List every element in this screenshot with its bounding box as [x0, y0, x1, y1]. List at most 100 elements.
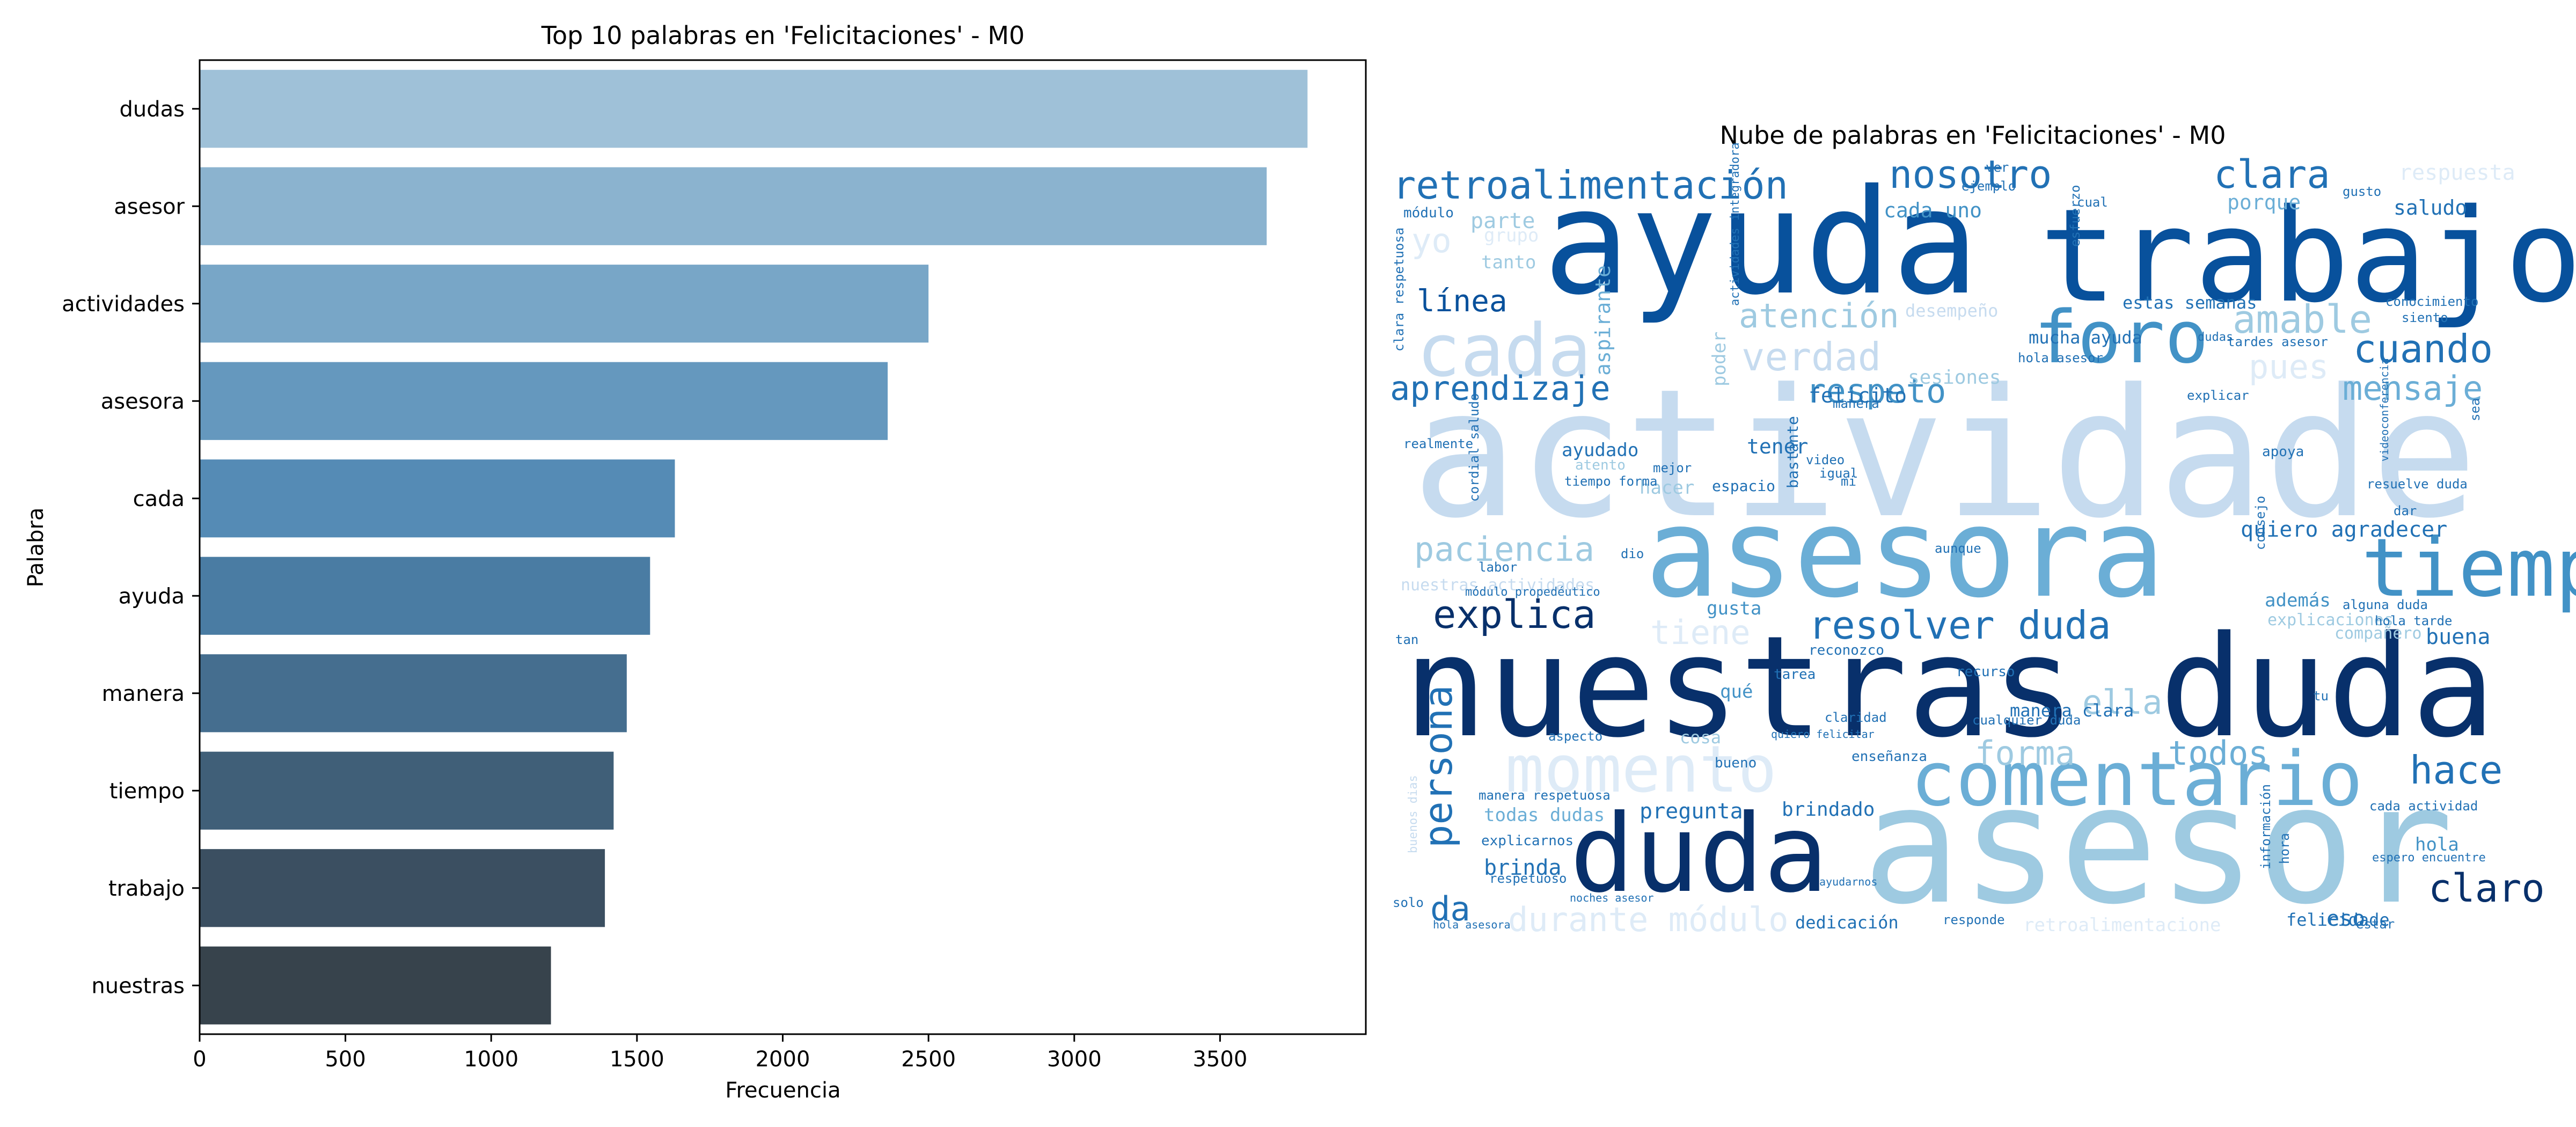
cloud-word: además [2265, 590, 2331, 611]
cloud-word: línea [1417, 284, 1507, 319]
cloud-word: explicaciones [2267, 611, 2394, 630]
cloud-word: porque [2227, 191, 2301, 214]
cloud-word: igual [1819, 466, 1858, 481]
word-cloud: Nube de palabras en 'Felicitaciones' - M… [1390, 121, 2576, 940]
cloud-word: aspirante [1591, 265, 1615, 376]
bars-group [200, 70, 1308, 1024]
cloud-word: respeto [1806, 371, 1946, 411]
cloud-word: saludo [2394, 196, 2467, 219]
cloud-word: forma [1975, 734, 2075, 773]
cloud-word: durante módulo [1508, 900, 1789, 939]
cloud-word: solo [1393, 895, 1424, 910]
cloud-word: gusta [1707, 598, 1761, 619]
cloud-word: felicidade [2286, 910, 2390, 930]
cloud-word: poder [1709, 332, 1730, 386]
cloud-word: resolver duda [1809, 603, 2111, 648]
y-tick-label: dudas [120, 97, 185, 122]
cloud-word: buenos dias [1407, 775, 1420, 853]
cloud-word: asesora [1645, 482, 2165, 625]
bar-chart-title: Top 10 palabras en 'Felicitaciones' - M0 [541, 21, 1025, 50]
cloud-word: hola tarde [2375, 613, 2453, 628]
cloud-word: grupo [1484, 225, 1539, 246]
y-tick-label: cada [133, 487, 185, 511]
cloud-word: explicar [2187, 388, 2249, 403]
cloud-word: siento [2402, 310, 2448, 325]
cloud-word: atención [1739, 296, 1899, 335]
cloud-word: recurso [1956, 664, 2015, 680]
cloud-word: tanto [1481, 252, 1536, 273]
cloud-word: responde [1943, 912, 2005, 927]
cloud-word: todos [2168, 734, 2268, 773]
cloud-word: módulo [1403, 205, 1454, 221]
cloud-word: cuando [2353, 326, 2493, 371]
y-tick-label: actividades [62, 292, 185, 317]
bar-manera [200, 654, 627, 733]
cloud-word: felicito [1809, 384, 1907, 407]
cloud-word: asesor [1862, 750, 2454, 940]
cloud-word: retroalimentacione [2023, 914, 2221, 936]
cloud-word: reconozco [1809, 642, 1884, 658]
cloud-word: paciencia [1414, 530, 1594, 569]
cloud-word: video [1806, 452, 1845, 467]
cloud-word: duda [1570, 792, 1828, 917]
y-tick-label: ayuda [119, 584, 185, 609]
cloud-word: momento [1505, 733, 1777, 807]
cloud-word: brinda [1484, 855, 1562, 880]
cloud-word: ayudado [1562, 440, 1638, 461]
x-tick-label: 1500 [610, 1047, 664, 1072]
cloud-word: mi [1841, 474, 1856, 489]
cloud-word: todas dudas [1484, 804, 1605, 826]
cloud-word: cada uno [1884, 199, 1982, 222]
cloud-word: cordial saludo [1467, 393, 1482, 502]
cloud-word: comentario [1911, 736, 2363, 823]
cloud-word: cada actividad [2369, 799, 2478, 814]
cloud-word: manera respetuosa [1479, 788, 1611, 803]
cloud-word: compañero [2334, 624, 2422, 643]
cloud-word: espacio [1712, 477, 1775, 495]
cloud-word: hacer [1640, 477, 1694, 499]
cloud-word: sea [2468, 398, 2483, 421]
x-tick-label: 1000 [464, 1047, 518, 1072]
cloud-word: aunque [1935, 541, 1981, 556]
y-axis-ticks: dudas asesor actividades asesora cada ayuda ma… [62, 97, 200, 998]
cloud-word: trabajo [2039, 181, 2576, 331]
cloud-word: esfuerzo [2068, 185, 2083, 247]
cloud-word: tiempo [2361, 522, 2576, 615]
cloud-word: claro [2428, 866, 2545, 911]
cloud-word: estar [2356, 917, 2395, 932]
cloud-word: ejemplo [1962, 179, 2016, 194]
x-tick-label: 500 [325, 1047, 365, 1072]
cloud-word: atento [1575, 457, 1626, 473]
cloud-word: cosa [1680, 727, 1721, 748]
y-tick-label: trabajo [108, 876, 185, 901]
cloud-word: manera clara [2010, 700, 2134, 721]
x-axis-ticks: 0 500 1000 1500 2000 2500 3000 3500 [193, 1034, 1247, 1072]
cloud-word: ver [1986, 160, 2009, 175]
cloud-word: aprendizaje [1390, 369, 1611, 408]
x-tick-label: 3000 [1047, 1047, 1102, 1072]
cloud-word: actividade [1411, 351, 2478, 557]
cloud-word: gusto [2343, 184, 2381, 199]
cloud-word: tener [1747, 435, 1808, 458]
y-tick-label: asesor [114, 194, 185, 219]
cloud-word: tan [1395, 632, 1418, 647]
cloud-word: videoconferencia [2378, 358, 2391, 462]
cloud-word: ayuda [1543, 158, 1979, 327]
y-axis-label: Palabra [24, 508, 48, 588]
cloud-word: ayudarnos [1819, 875, 1877, 888]
cloud-word: enseñanza [1851, 749, 1927, 765]
x-axis-label: Frecuencia [725, 1078, 840, 1103]
cloud-word: nuestras actividades [1401, 576, 1594, 595]
cloud-word: espero encuentre [2372, 851, 2486, 865]
cloud-word: respetuoso [1489, 871, 1567, 886]
cloud-word: resuelve duda [2367, 477, 2468, 492]
cloud-word: hola [2415, 834, 2459, 855]
bar-trabajo [200, 849, 605, 927]
cloud-word: yo [1411, 221, 1452, 260]
x-tick-label: 2000 [756, 1047, 810, 1072]
x-tick-label: 3500 [1192, 1047, 1247, 1072]
cloud-word: actividades integradora [1729, 142, 1742, 306]
cloud-word: estas semanas [2123, 292, 2257, 313]
x-tick-label: 2500 [901, 1047, 956, 1072]
